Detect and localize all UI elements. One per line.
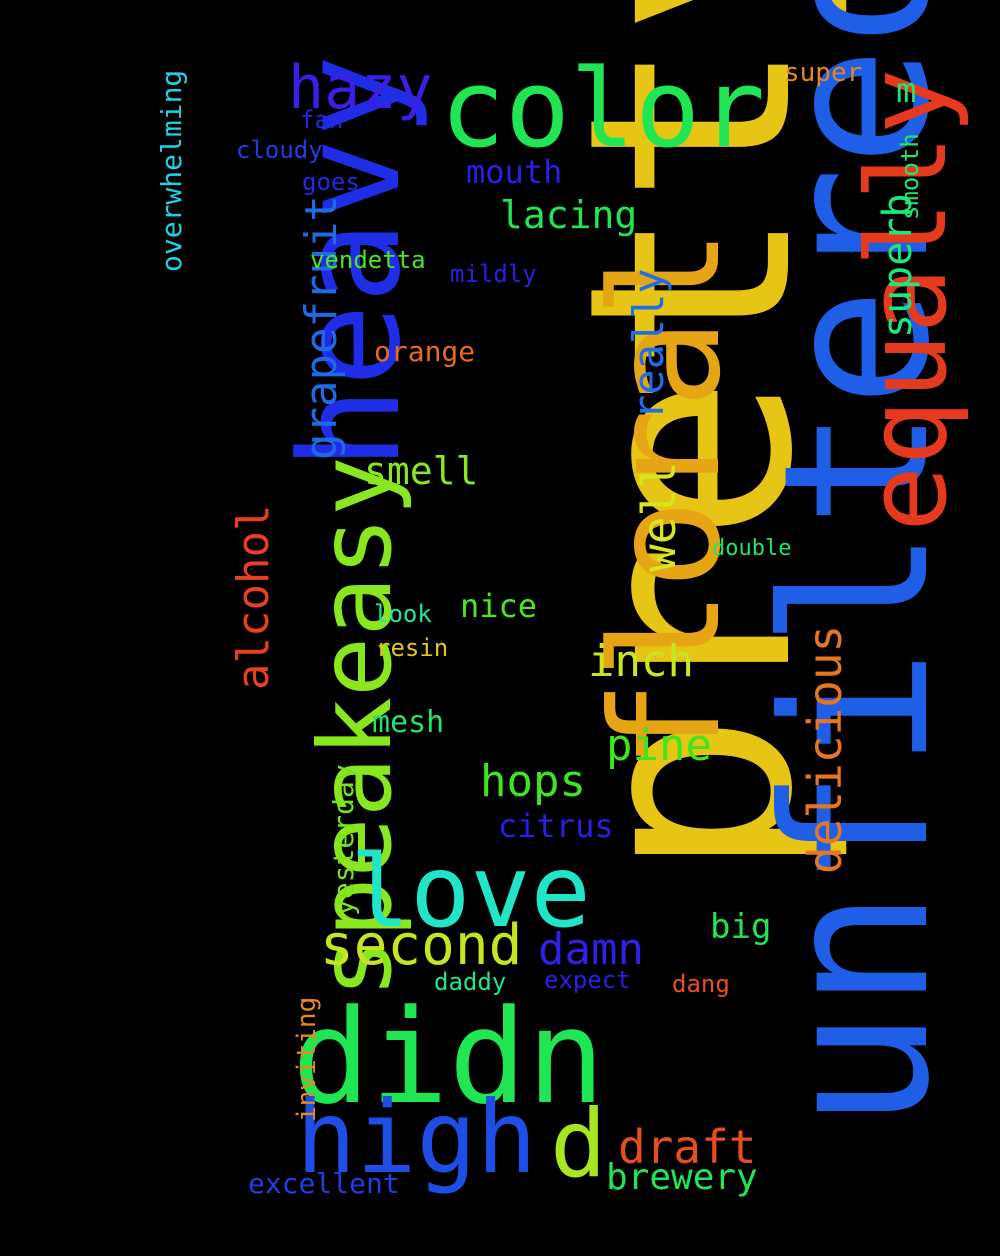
word-expect: expect [544,966,631,994]
word-lacing: lacing [500,193,638,237]
word-damn: damn [538,924,644,975]
word-mildly: mildly [450,260,537,288]
word-smell: smell [364,449,479,493]
word-nice: nice [460,587,538,625]
word-high: high [296,1079,537,1196]
word-resin: resin [376,634,449,662]
word-fan: fan [300,106,344,134]
word-d: d [550,1090,607,1199]
word-color: color [440,47,766,172]
word-m: m [896,71,917,111]
word-inch: inch [588,636,694,687]
word-big: big [710,907,772,947]
word-brewery: brewery [606,1157,758,1198]
word-pine: pine [606,720,712,771]
word-didn: didn [292,981,606,1133]
word-super: super [784,58,863,88]
word-daddy: daddy [434,968,507,996]
word-overwhelming: overwhelming [155,69,188,272]
word-inviting: inviting [292,996,322,1122]
word-yesterday: yesterday [327,764,360,916]
word-really: really [624,268,673,420]
word-second: second [320,913,523,978]
word-alcohol: alcohol [228,504,279,690]
word-delicious: delicious [798,624,852,874]
word-love: love [350,833,591,950]
word-look: look [374,600,432,628]
word-citrus: citrus [498,807,614,845]
word-hops: hops [480,756,586,807]
word-goes: goes [302,168,360,196]
word-double: double [712,536,792,561]
word-dang: dang [672,970,730,998]
word-excellent: excellent [248,1167,400,1200]
word-grapefruit: grapefruit [296,195,347,460]
word-mesh: mesh [372,705,445,740]
word-cloudy: cloudy [236,136,323,164]
word-orange: orange [374,335,476,368]
word-hazy: hazy [288,53,433,123]
word-draft: draft [618,1120,757,1174]
word-smooth: smooth [896,133,924,220]
word-mouth: mouth [466,153,563,191]
word-vendetta: vendetta [310,246,426,274]
word-well: well [632,461,686,572]
